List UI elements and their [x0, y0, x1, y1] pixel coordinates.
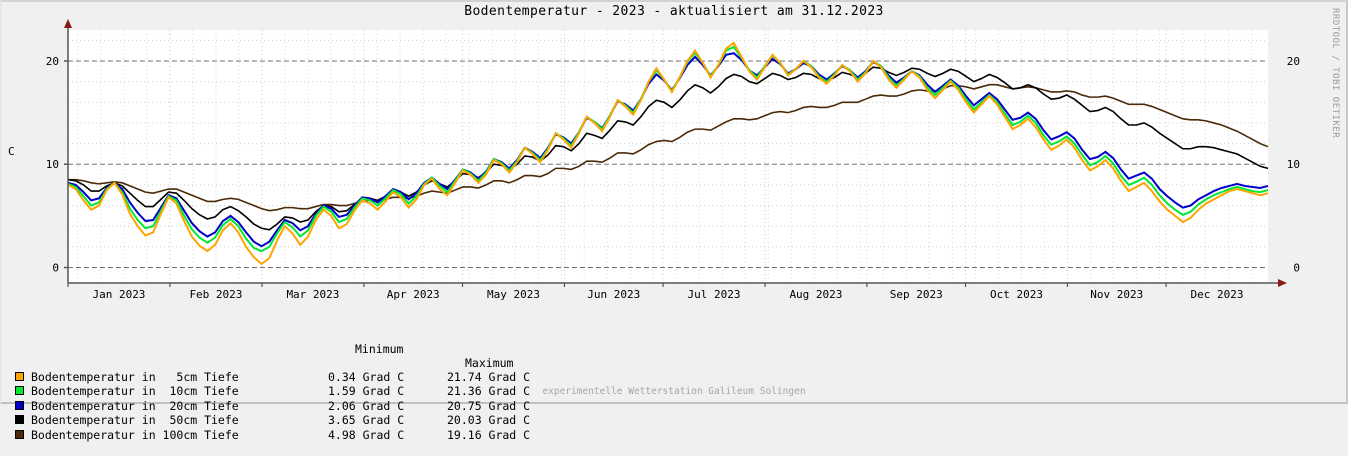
x-tick-label: Jan 2023	[92, 288, 145, 301]
legend-item: Bodentemperatur in 5cm Tiefe 0.34 Grad C 2…	[10, 370, 1340, 384]
legend-min-value: 4.98 Grad C	[328, 427, 405, 442]
minor-gridlines	[68, 39, 1268, 248]
y-axis-tick-labels-right: 0 10 20	[1287, 55, 1300, 275]
legend-item: Bodentemperatur in 10cm Tiefe 1.59 Grad C…	[10, 384, 1340, 398]
legend-min-value: 2.06 Grad C	[328, 398, 405, 413]
legend-max-value: 21.74 Grad C	[447, 370, 531, 384]
legend-item: Bodentemperatur in 20cm Tiefe 2.06 Grad C…	[10, 399, 1340, 413]
y-tick-label-right: 20	[1287, 55, 1300, 68]
legend-series-label: Bodentemperatur in 50cm Tiefe	[31, 413, 239, 428]
legend-series-label: Bodentemperatur in 10cm Tiefe	[31, 384, 239, 399]
legend-item: Bodentemperatur in 100cm Tiefe 4.98 Grad …	[10, 428, 1340, 442]
y-tick-label-left: 20	[46, 55, 59, 68]
plot-container: Jan 2023 Feb 2023 Mar 2023 Apr 2023 May 2023…	[46, 19, 1300, 301]
legend-max-value: 20.03 Grad C	[447, 413, 531, 428]
axis-lines	[64, 19, 1287, 287]
legend-min-value: 3.65 Grad C	[328, 413, 405, 428]
x-tick-label: Dec 2023	[1191, 288, 1244, 301]
footer-text: experimentelle Wetterstation Galileum So…	[542, 386, 806, 397]
legend-min-value: 0.34 Grad C	[328, 370, 405, 384]
x-tick-label: May 2023	[487, 288, 540, 301]
legend-max-value: 19.16 Grad C	[447, 427, 531, 442]
data-series-group	[67, 41, 1269, 266]
legend-color-swatch	[15, 386, 24, 396]
legend-max-value: 21.36 Grad C	[447, 384, 531, 399]
x-tick-label: Jun 2023	[587, 288, 640, 301]
legend-color-swatch	[15, 400, 24, 410]
x-tick-label: Mar 2023	[286, 288, 339, 301]
x-tick-label: Oct 2023	[990, 288, 1043, 301]
legend-header: Minimum Maximum	[10, 328, 1340, 370]
legend-item: Bodentemperatur in 50cm Tiefe 3.65 Grad C…	[10, 413, 1340, 427]
x-tick-label: Nov 2023	[1090, 288, 1143, 301]
x-tick-label: Apr 2023	[387, 288, 440, 301]
legend: Minimum Maximum Bodentemperatur in 5cm T…	[10, 300, 1340, 456]
y-tick-label-right: 0	[1293, 262, 1300, 275]
x-tick-label: Aug 2023	[789, 288, 842, 301]
major-gridlines	[68, 60, 1268, 269]
y-tick-label-left: 0	[52, 262, 59, 275]
y-tick-label-left: 10	[46, 158, 59, 171]
legend-rows: Bodentemperatur in 5cm Tiefe 0.34 Grad C 2…	[10, 370, 1340, 442]
legend-min-header: Minimum	[355, 342, 404, 356]
x-tick-label: Jul 2023	[688, 288, 741, 301]
legend-color-swatch	[15, 415, 24, 425]
legend-max-header: Maximum	[465, 356, 514, 370]
x-tick-label: Feb 2023	[189, 288, 242, 301]
legend-min-value: 1.59 Grad C	[328, 384, 405, 399]
y-tick-label-right: 10	[1287, 158, 1300, 171]
x-tick-label: Sep 2023	[890, 288, 943, 301]
legend-series-label: Bodentemperatur in 5cm Tiefe	[31, 370, 239, 384]
legend-series-label: Bodentemperatur in 20cm Tiefe	[31, 398, 239, 413]
y-axis-label: C	[8, 145, 15, 158]
legend-color-swatch	[15, 429, 24, 439]
chart-canvas: Jan 2023 Feb 2023 Mar 2023 Apr 2023 May 2023…	[46, 19, 1300, 301]
legend-series-label: Bodentemperatur in 100cm Tiefe	[31, 427, 239, 442]
rrdtool-watermark: RRDTOOL / TOBI OETIKER	[1330, 8, 1340, 139]
plot-background	[68, 30, 1268, 283]
legend-max-value: 20.75 Grad C	[447, 398, 531, 413]
x-axis-tick-labels: Jan 2023 Feb 2023 Mar 2023 Apr 2023 May 2023…	[92, 288, 1243, 301]
page-title: Bodentemperatur - 2023 - aktualisiert am…	[464, 4, 884, 19]
legend-color-swatch	[15, 372, 24, 381]
y-axis-tick-labels-left: 0 10 20	[46, 55, 59, 275]
